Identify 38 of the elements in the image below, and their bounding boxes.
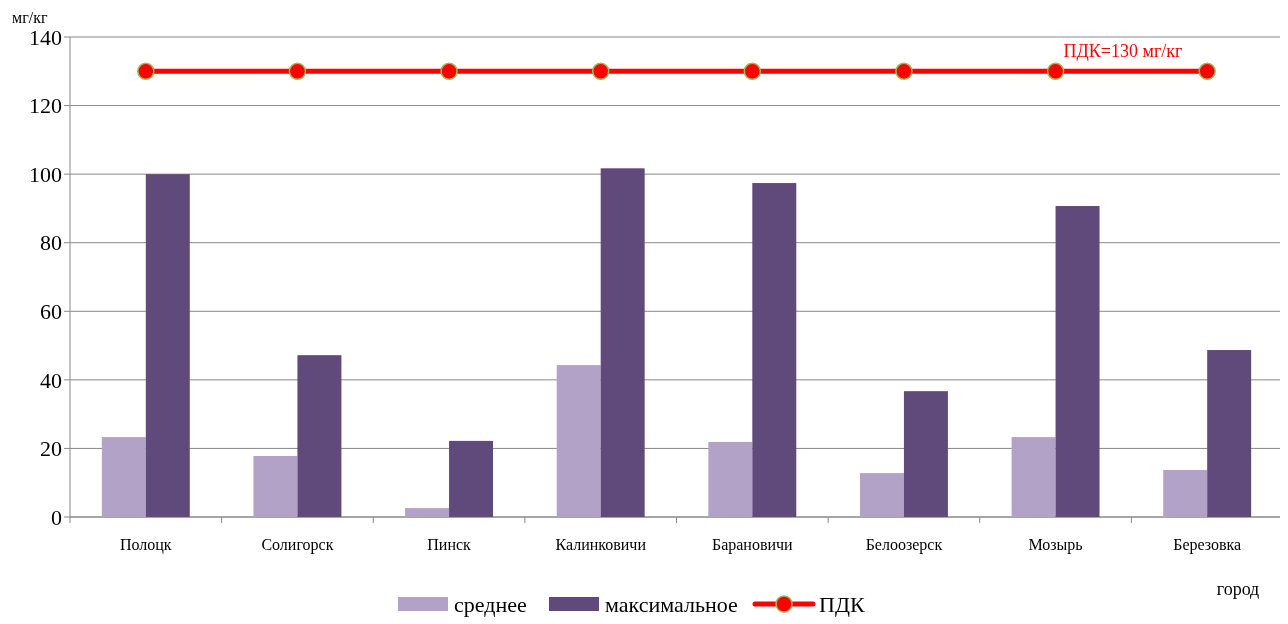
bar bbox=[1207, 350, 1252, 517]
x-tick-label: Полоцк bbox=[119, 536, 172, 554]
bar bbox=[556, 365, 601, 517]
y-tick-label: 140 bbox=[29, 24, 62, 50]
bar bbox=[449, 440, 494, 517]
x-tick-label: Мозырь bbox=[1028, 536, 1083, 554]
bar bbox=[101, 437, 146, 517]
y-tick-label: 40 bbox=[40, 367, 62, 393]
legend-label: ПДК bbox=[819, 591, 865, 617]
legend-label: максимальное bbox=[605, 591, 738, 617]
x-tick-label: Калинковичи bbox=[555, 536, 647, 553]
x-tick-label: Березовка bbox=[1173, 536, 1242, 554]
y-tick-label: 100 bbox=[29, 161, 62, 187]
bar bbox=[600, 168, 645, 517]
y-tick-label: 0 bbox=[51, 504, 62, 530]
bar bbox=[903, 391, 948, 517]
bar bbox=[253, 455, 298, 517]
bar bbox=[752, 183, 797, 517]
y-axis-title: мг/кг bbox=[12, 9, 48, 26]
y-tick-label: 20 bbox=[40, 436, 62, 462]
bar bbox=[708, 441, 753, 517]
legend-label: среднее bbox=[454, 591, 527, 617]
bar bbox=[145, 174, 190, 517]
bar bbox=[1011, 437, 1056, 517]
x-tick-label: Пинск bbox=[427, 536, 472, 553]
x-tick-label: Солигорск bbox=[261, 536, 334, 554]
annotation: ПДК=130 мг/кг bbox=[1063, 41, 1183, 61]
bar bbox=[405, 508, 450, 517]
y-tick-label: 60 bbox=[40, 298, 62, 324]
x-axis-title: город bbox=[1216, 579, 1260, 599]
bar bbox=[1055, 206, 1100, 517]
y-tick-label: 120 bbox=[29, 93, 62, 119]
x-tick-label: Барановичи bbox=[711, 536, 794, 554]
bar bbox=[297, 355, 342, 517]
bar bbox=[1163, 470, 1208, 517]
bar bbox=[859, 473, 904, 517]
x-tick-label: Белоозерск bbox=[865, 536, 943, 554]
y-tick-label: 80 bbox=[40, 230, 62, 256]
